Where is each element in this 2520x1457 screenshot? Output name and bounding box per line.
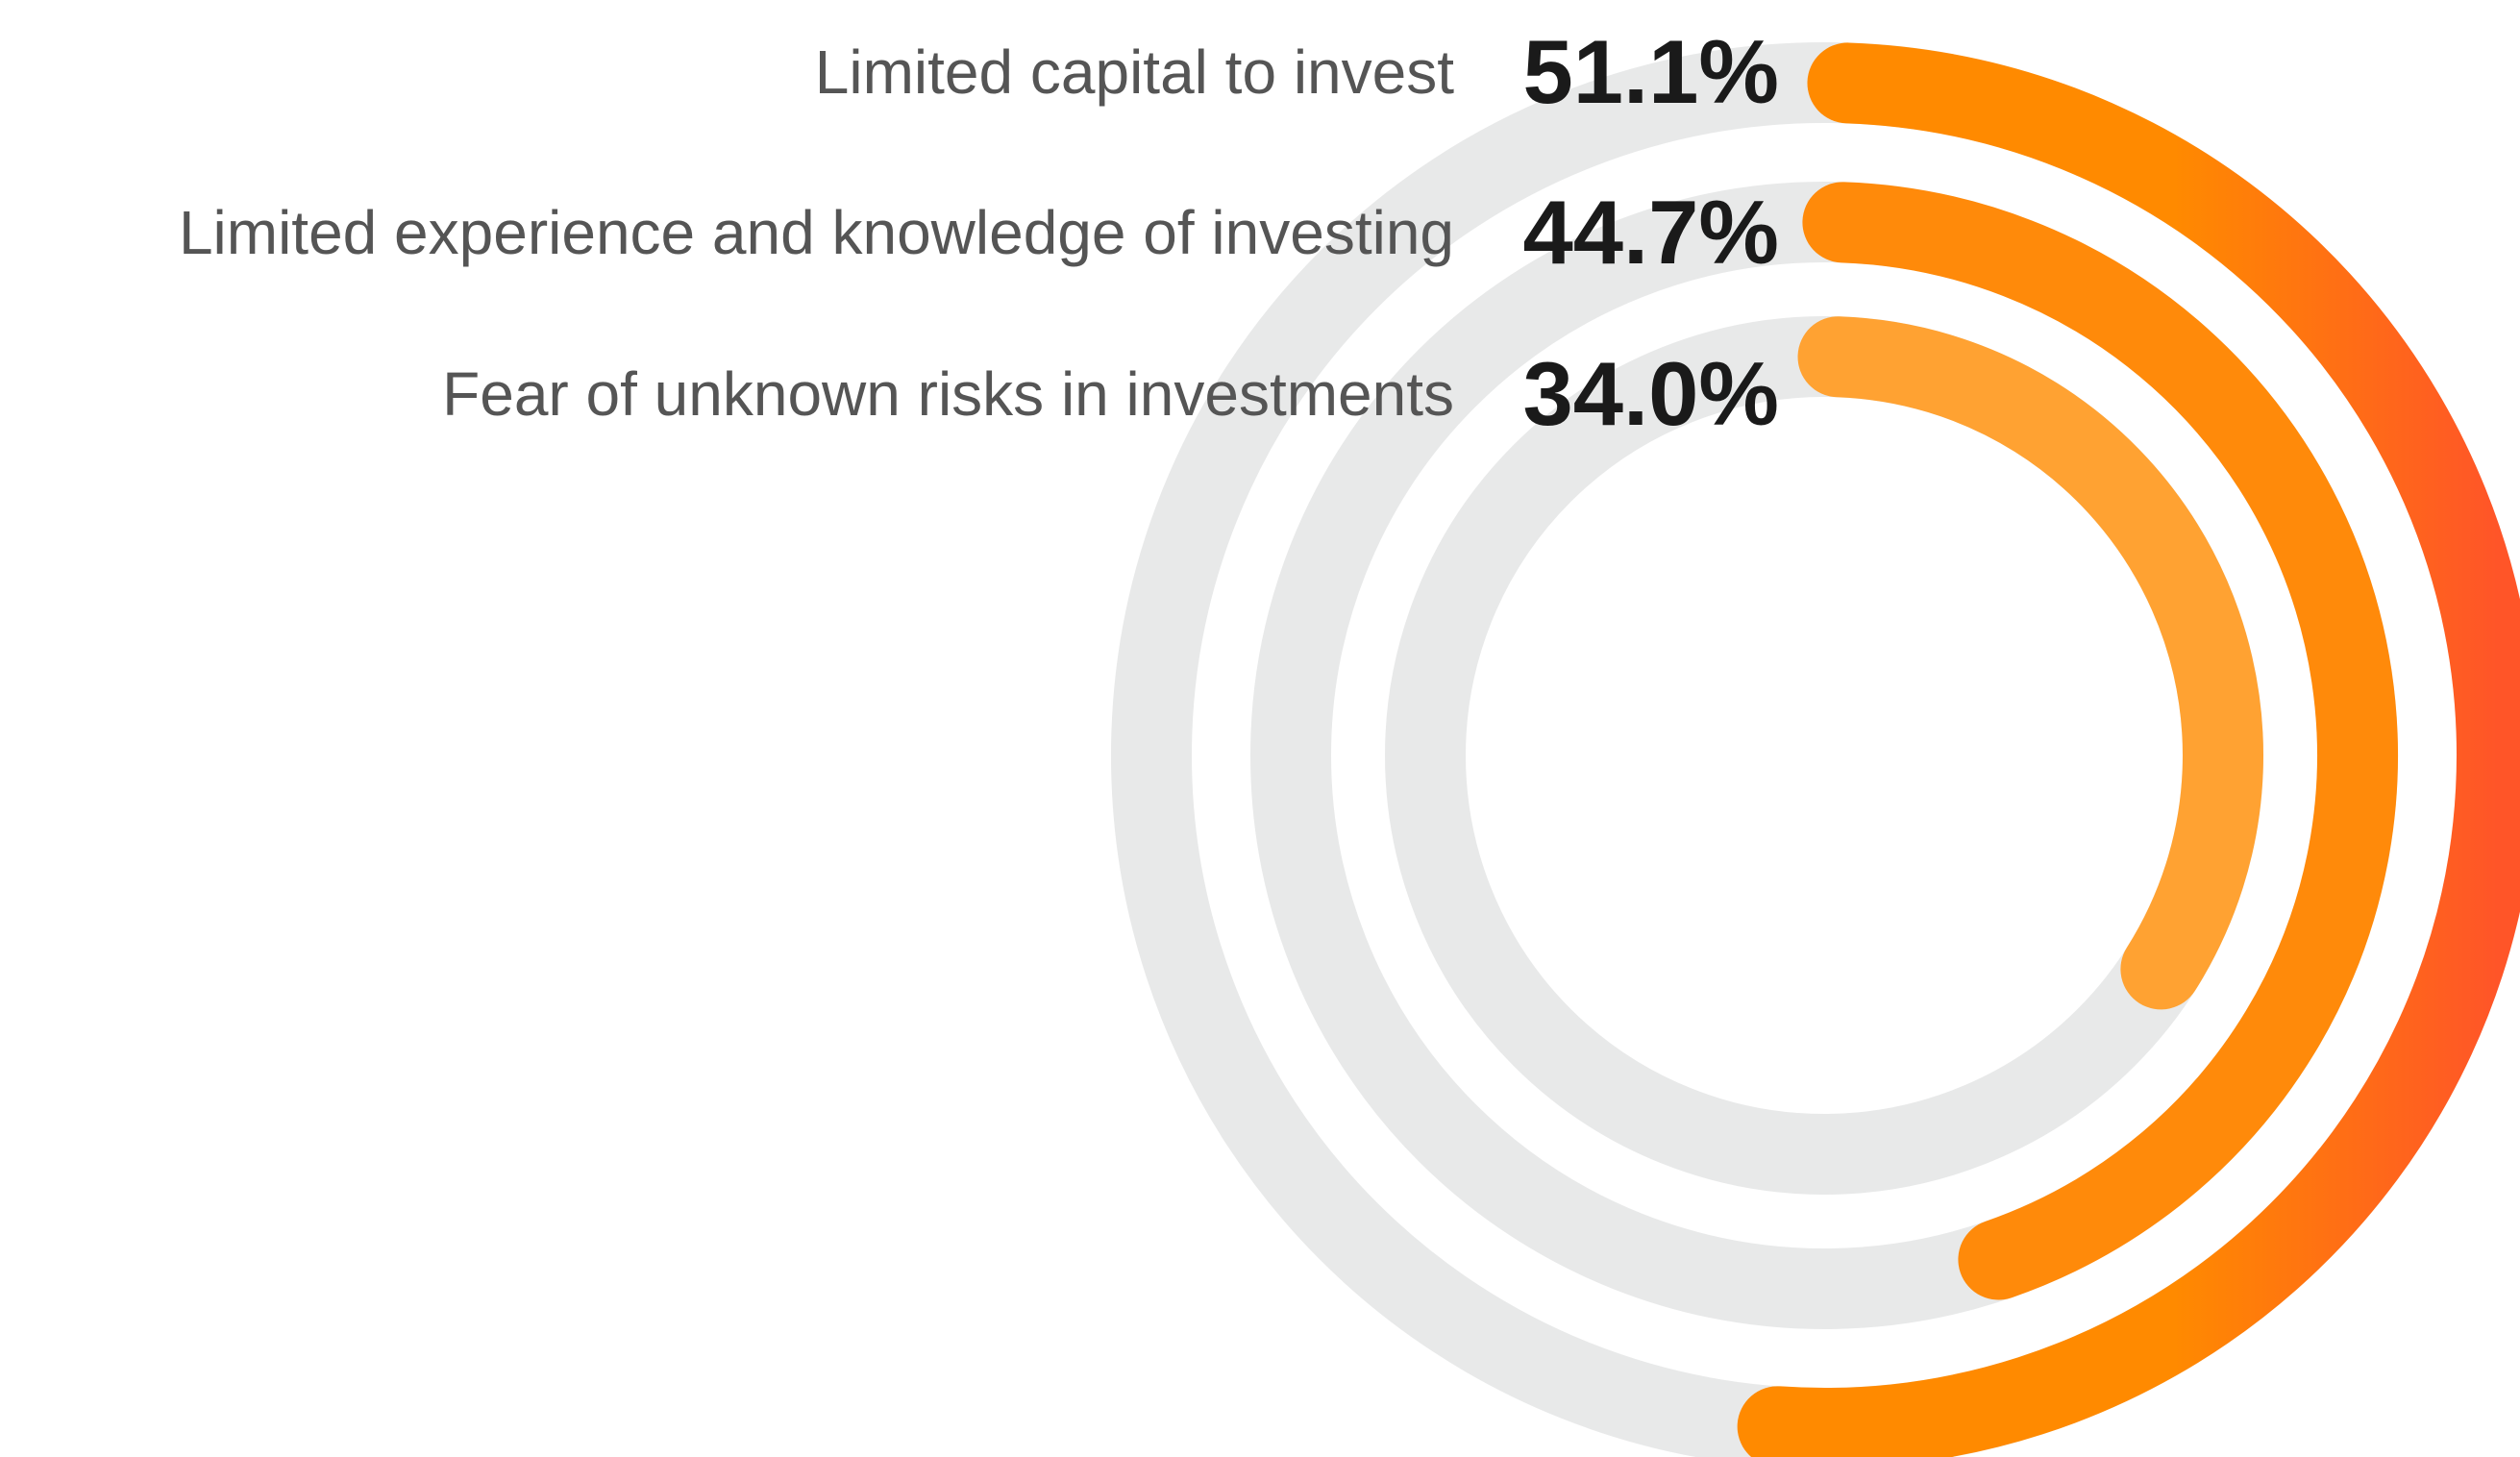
arc: [1797, 316, 2263, 1010]
value-label: 44.7%: [1522, 182, 1779, 283]
category-label: Fear of unknown risks in investments: [442, 359, 1454, 429]
value-label: 51.1%: [1522, 21, 1779, 122]
category-label: Limited capital to invest: [815, 37, 1454, 107]
category-label: Limited experience and knowledge of inve…: [179, 198, 1454, 267]
arc: [1737, 42, 2520, 1457]
arc: [1802, 182, 2398, 1300]
value-label: 34.0%: [1522, 343, 1779, 444]
